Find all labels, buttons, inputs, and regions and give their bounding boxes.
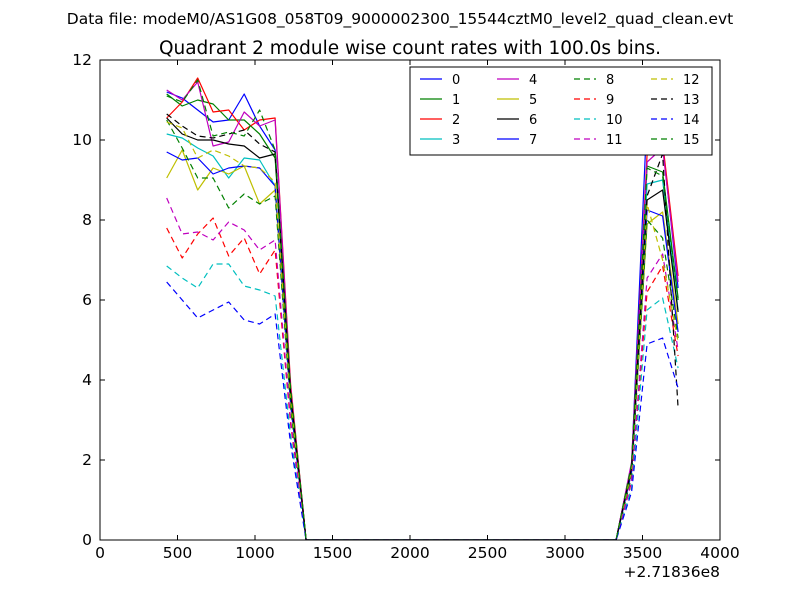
series-line-9: [166, 217, 679, 540]
series-layer: [166, 77, 679, 540]
series-line-8: [166, 119, 679, 540]
series-line-10: [166, 263, 679, 540]
y-tick-label: 8: [82, 211, 92, 229]
legend-label-1: 1: [452, 93, 460, 108]
x-tick-label: 2500: [468, 544, 507, 562]
x-tick-label: 2000: [390, 544, 429, 562]
y-tick-label: 10: [72, 131, 92, 149]
y-tick-label: 6: [82, 291, 92, 309]
series-line-0: [166, 91, 679, 540]
x-tick-label: 0: [95, 544, 105, 562]
legend-label-0: 0: [452, 73, 460, 88]
legend-label-14: 14: [683, 113, 700, 128]
legend-label-3: 3: [452, 133, 460, 148]
legend-label-4: 4: [529, 73, 537, 88]
series-line-12: [166, 121, 679, 540]
series-line-5: [166, 149, 679, 540]
y-tick-label: 0: [82, 531, 92, 549]
chart-title: Quadrant 2 module wise count rates with …: [159, 38, 661, 59]
y-tick-label: 4: [82, 371, 92, 389]
series-line-6: [166, 117, 679, 540]
x-axis-offset-label: +2.71836e8: [624, 563, 720, 581]
legend-label-10: 10: [606, 113, 623, 128]
y-tick-label: 12: [72, 51, 92, 69]
x-tick-label: 3500: [623, 544, 662, 562]
series-line-7: [166, 151, 679, 540]
figure-suptitle: Data file: modeM0/AS1G08_058T09_90000023…: [67, 10, 733, 29]
series-line-1: [166, 93, 679, 540]
legend-label-9: 9: [606, 93, 614, 108]
legend-label-8: 8: [606, 73, 614, 88]
legend-label-15: 15: [683, 133, 700, 148]
legend-label-13: 13: [683, 93, 700, 108]
x-tick-label: 1000: [235, 544, 274, 562]
axis-ticks: 0 500 1000 1500 2000 2500 3000 3500 400002468101…: [72, 51, 739, 562]
plot-frame: [99, 59, 721, 541]
legend-label-11: 11: [606, 133, 623, 148]
series-line-11: [166, 197, 679, 540]
legend-label-7: 7: [529, 133, 537, 148]
series-line-2: [166, 77, 679, 540]
legend-frame: [409, 66, 713, 156]
y-tick-label: 2: [82, 451, 92, 469]
x-tick-label: 1500: [313, 544, 352, 562]
x-tick-label: 4000: [700, 544, 739, 562]
series-line-14: [166, 281, 679, 540]
x-tick-label: 3000: [545, 544, 584, 562]
series-line-13: [166, 113, 679, 540]
x-tick-label: 500: [163, 544, 193, 562]
legend-label-2: 2: [452, 113, 460, 128]
series-line-4: [166, 81, 679, 540]
series-line-3: [166, 133, 679, 540]
legend-label-6: 6: [529, 113, 537, 128]
legend-label-5: 5: [529, 93, 537, 108]
legend-label-12: 12: [683, 73, 700, 88]
